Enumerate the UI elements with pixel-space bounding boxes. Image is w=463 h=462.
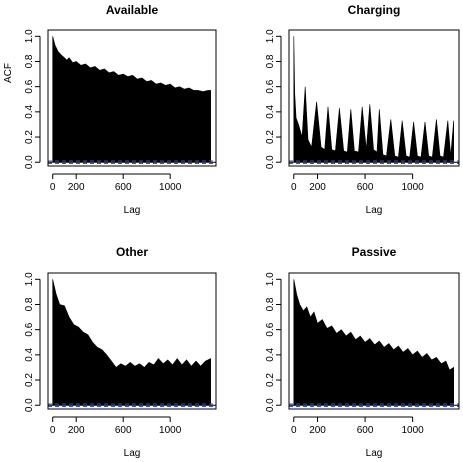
y-tick-label: 0.4 bbox=[265, 347, 276, 361]
x-tick-label: 200 bbox=[68, 182, 85, 193]
y-tick-label: 0.8 bbox=[24, 54, 35, 68]
y-tick-label: 0.4 bbox=[24, 104, 35, 118]
x-tick-label: 0 bbox=[50, 182, 56, 193]
y-tick-label: 0.6 bbox=[24, 79, 35, 93]
plot-frame bbox=[47, 272, 217, 410]
y-tick-label: 0.6 bbox=[24, 322, 35, 336]
y-tick-label: 0.2 bbox=[24, 373, 35, 387]
y-tick-label: 0.0 bbox=[265, 398, 276, 412]
x-tick-label: 0 bbox=[291, 425, 297, 436]
y-tick-label: 0.8 bbox=[24, 297, 35, 311]
x-tick-label: 200 bbox=[309, 182, 326, 193]
y-tick-label: 0.8 bbox=[265, 54, 276, 68]
acf-area bbox=[293, 279, 454, 406]
y-tick-label: 0.6 bbox=[265, 322, 276, 336]
x-axis-label: Lag bbox=[124, 448, 141, 459]
acf-area bbox=[52, 279, 211, 406]
x-tick-label: 600 bbox=[115, 182, 132, 193]
y-tick-label: 1.0 bbox=[24, 29, 35, 43]
y-tick-label: 0.4 bbox=[265, 104, 276, 118]
panel-title: Charging bbox=[348, 3, 401, 17]
acf-area bbox=[293, 36, 454, 163]
y-tick-label: 1.0 bbox=[265, 272, 276, 286]
y-tick-label: 0.6 bbox=[265, 79, 276, 93]
x-axis-label: Lag bbox=[124, 205, 141, 216]
panel-title: Other bbox=[116, 245, 148, 259]
panel-charging: Charging Lag 0 200 600 1000 0.0 0.2 0.4 0.6 0.8 1… bbox=[265, 3, 460, 216]
x-tick-label: 0 bbox=[291, 182, 297, 193]
panel-available: Available ACF Lag 0 200 600 1000 0.0 0.2 0.4 0.… bbox=[3, 3, 217, 216]
y-tick-label: 0.0 bbox=[24, 398, 35, 412]
plot-frame bbox=[47, 29, 217, 167]
x-tick-label: 1000 bbox=[159, 425, 182, 436]
y-tick-label: 0.2 bbox=[265, 130, 276, 144]
x-tick-label: 200 bbox=[68, 425, 85, 436]
y-tick-label: 0.0 bbox=[265, 155, 276, 169]
panel-title: Passive bbox=[352, 245, 397, 259]
x-axis-label: Lag bbox=[366, 448, 383, 459]
y-tick-label: 1.0 bbox=[265, 29, 276, 43]
y-tick-label: 1.0 bbox=[24, 272, 35, 286]
panel-other: Other Lag 0 200 600 1000 0.0 0.2 0.4 0.6 0.8 1.0 bbox=[24, 245, 217, 459]
x-axis-label: Lag bbox=[366, 205, 383, 216]
x-tick-label: 1000 bbox=[402, 425, 425, 436]
x-tick-label: 1000 bbox=[159, 182, 182, 193]
y-tick-label: 0.8 bbox=[265, 297, 276, 311]
plot-frame bbox=[288, 272, 460, 410]
y-tick-label: 0.0 bbox=[24, 155, 35, 169]
panel-title: Available bbox=[106, 3, 159, 17]
acf-area bbox=[52, 36, 211, 163]
y-tick-label: 0.4 bbox=[24, 347, 35, 361]
x-tick-label: 600 bbox=[357, 425, 374, 436]
panel-passive: Passive Lag 0 200 600 1000 0.0 0.2 0.4 0.6 0.8 1.… bbox=[265, 245, 460, 459]
y-axis-label: ACF bbox=[3, 63, 14, 83]
x-tick-label: 600 bbox=[115, 425, 132, 436]
x-tick-label: 200 bbox=[309, 425, 326, 436]
x-tick-label: 0 bbox=[50, 425, 56, 436]
y-tick-label: 0.2 bbox=[265, 373, 276, 387]
plot-frame bbox=[288, 29, 460, 167]
x-tick-label: 600 bbox=[357, 182, 374, 193]
x-tick-label: 1000 bbox=[402, 182, 425, 193]
y-tick-label: 0.2 bbox=[24, 130, 35, 144]
